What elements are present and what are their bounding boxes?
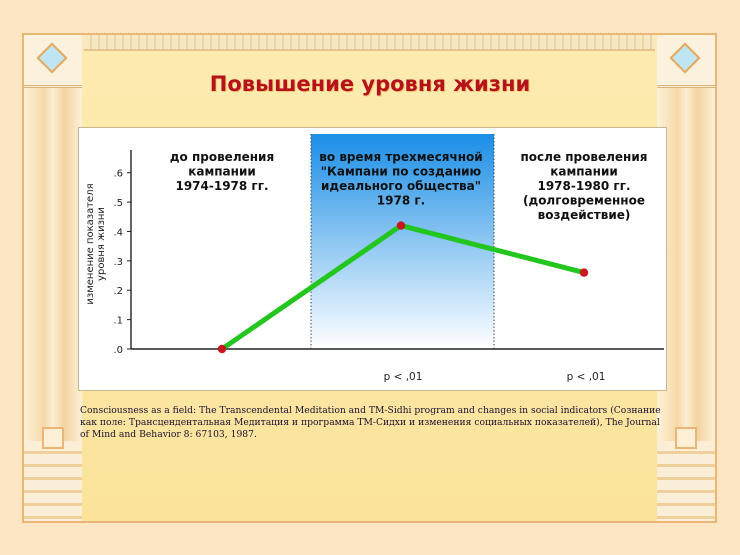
period-label: 1978 г. (377, 194, 425, 208)
period-label: кампании (188, 165, 256, 179)
slide-title: Повышение уровня жизни (209, 72, 531, 96)
period-label: идеального общества" (321, 179, 481, 193)
diamond-ornament-icon (669, 42, 701, 74)
data-point (579, 268, 589, 277)
square-ornament-icon (675, 427, 697, 449)
y-tick-label: .5 (113, 198, 123, 209)
chart-panel: .0 .1 .2 .3 .4 .5 .6 изменение показателя уровня… (78, 127, 667, 391)
y-tick-label: .1 (113, 316, 123, 327)
y-axis-label: изменение показателя (85, 183, 96, 304)
period-label: воздействие) (538, 208, 631, 222)
period-label: во время трехмесячной (319, 150, 482, 164)
y-tick-label: .6 (113, 169, 123, 180)
left-capital (24, 35, 82, 88)
left-pillar-base (24, 441, 82, 521)
period-label: (долговременное (523, 194, 645, 208)
period-label: после провеления (521, 150, 648, 164)
right-pillar-base (657, 441, 715, 521)
y-tick-label: .3 (113, 257, 123, 268)
data-point (217, 344, 227, 354)
period-label: до провеления (170, 150, 274, 164)
p-value-label: p < ,01 (384, 371, 423, 383)
line-chart: .0 .1 .2 .3 .4 .5 .6 изменение показателя уровня… (85, 134, 664, 383)
period-label: "Кампани по созданию (321, 165, 482, 179)
y-tick-label: .2 (113, 286, 123, 297)
y-axis-label: уровня жизни (96, 207, 107, 281)
p-value-label: p < ,01 (567, 371, 606, 383)
top-cornice (84, 35, 655, 51)
diamond-ornament-icon (36, 42, 68, 74)
slide-frame (22, 33, 717, 523)
right-capital (657, 35, 715, 88)
period-label: 1978-1980 гг. (537, 179, 630, 193)
period-label: 1974-1978 гг. (175, 179, 268, 193)
citation-text: Consciousness as a field: The Transcende… (80, 405, 661, 440)
y-tick-label: .0 (113, 345, 123, 356)
square-ornament-icon (42, 427, 64, 449)
y-tick-label: .4 (113, 227, 123, 238)
data-point (396, 221, 406, 230)
period-label: кампании (550, 165, 618, 179)
